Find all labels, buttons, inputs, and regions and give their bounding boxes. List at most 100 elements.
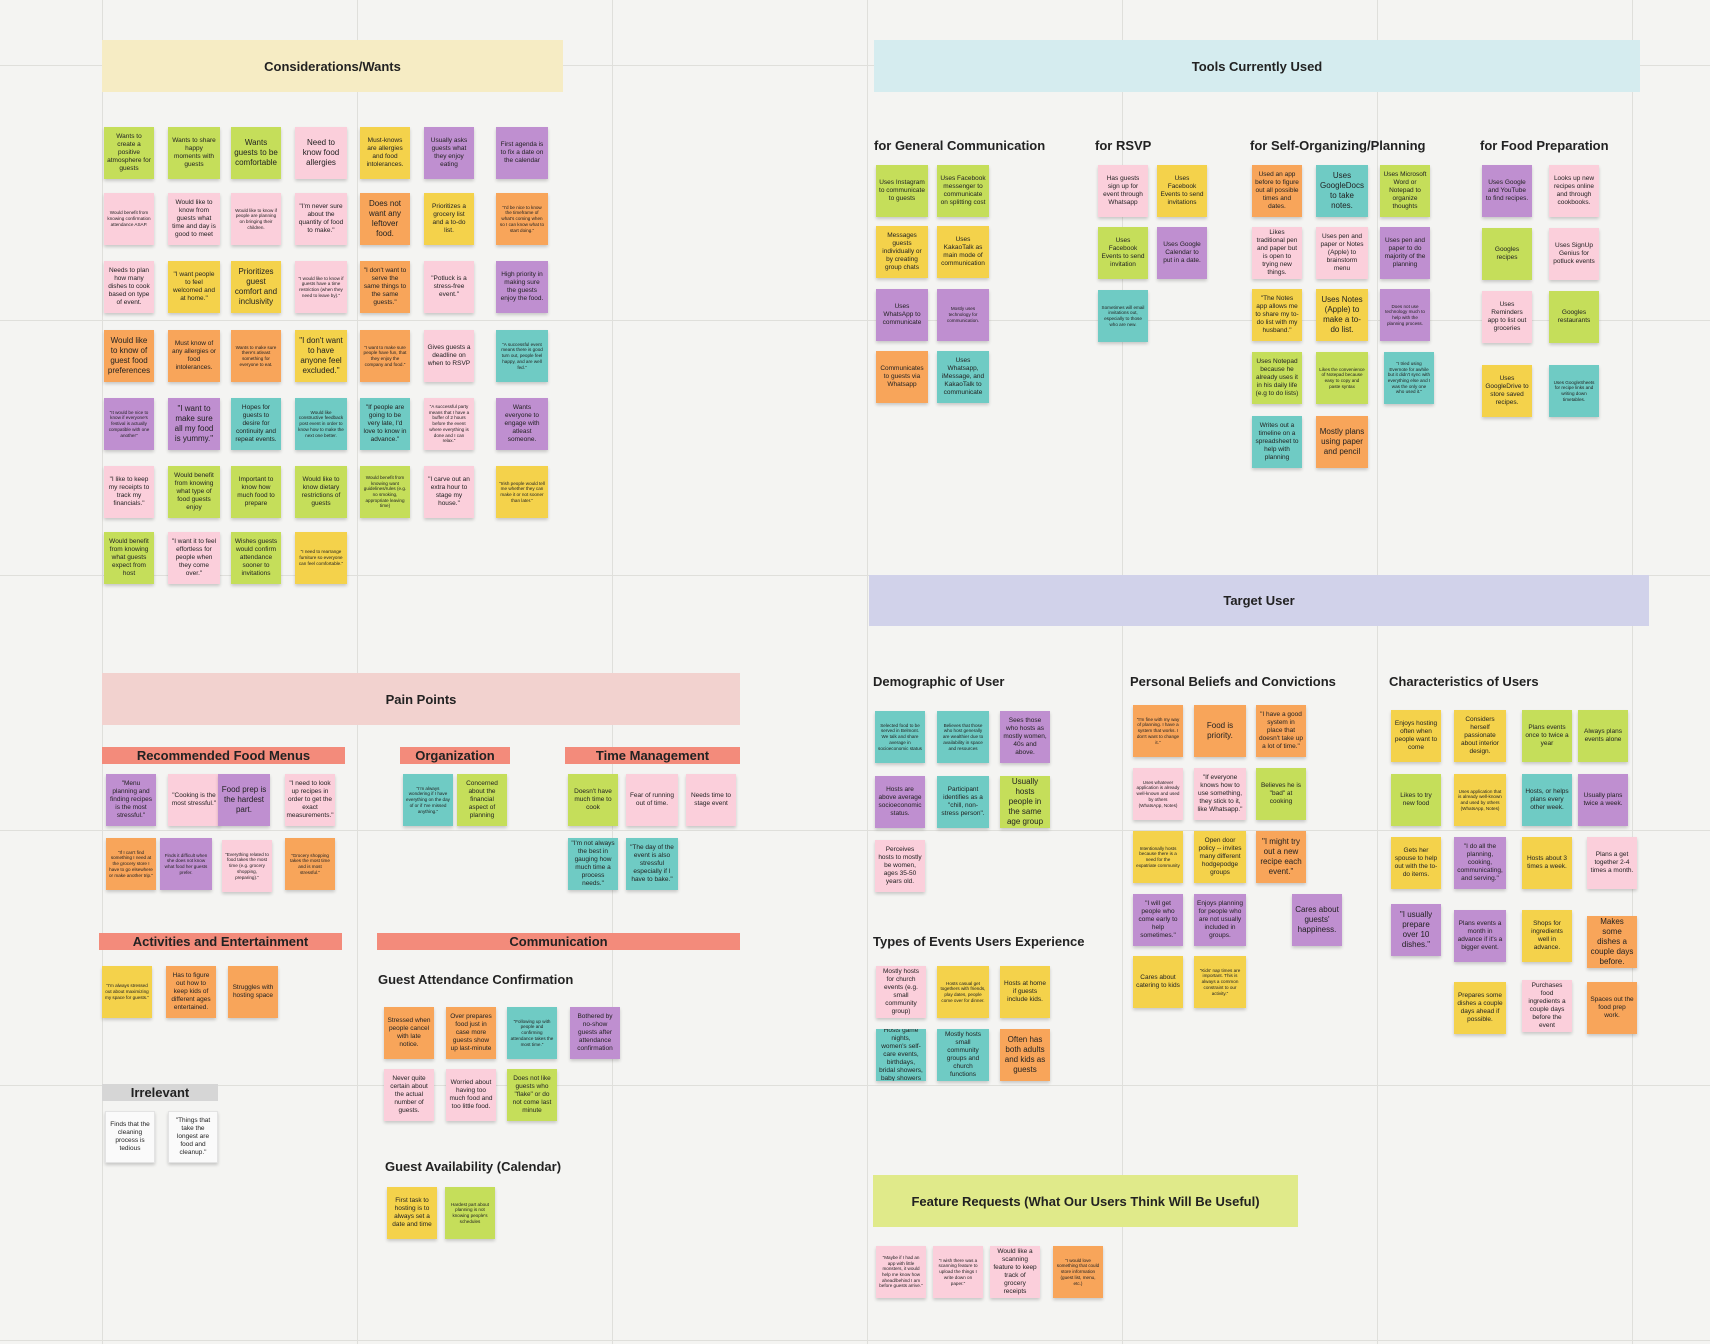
- sticky-note[interactable]: Sometimes will email invitations out, es…: [1098, 290, 1148, 342]
- sticky-note[interactable]: Would benefit from knowing what guests e…: [104, 532, 154, 584]
- sticky-note[interactable]: Uses pen and paper or Notes (Apple) to b…: [1316, 227, 1368, 279]
- sticky-note[interactable]: Finds it difficult when she does not kno…: [160, 838, 212, 890]
- sticky-note[interactable]: "I want people to feel welcomed and at h…: [168, 261, 220, 313]
- sticky-note[interactable]: "I wish there was a scanning feature to …: [933, 1246, 983, 1298]
- sticky-note[interactable]: Uses GoogleSheets for recipe links and w…: [1549, 365, 1599, 417]
- sticky-note[interactable]: Uses SignUp Genius for potluck events: [1549, 228, 1599, 280]
- sticky-note[interactable]: Makes some dishes a couple days before.: [1587, 916, 1637, 968]
- sticky-note[interactable]: "I'm always wondering if I have everythi…: [403, 774, 453, 826]
- sticky-note[interactable]: Uses GoogleDocs to take notes.: [1316, 165, 1368, 217]
- sticky-note[interactable]: Likes the convenience of Notepad because…: [1316, 352, 1368, 404]
- sticky-note[interactable]: Stressed when people cancel with late no…: [384, 1007, 434, 1059]
- sticky-note[interactable]: Does not use technology much to help wit…: [1380, 289, 1430, 341]
- sticky-note[interactable]: Wants to create a positive atmosphere fo…: [104, 127, 154, 179]
- sticky-note[interactable]: Hosts about 3 times a week.: [1522, 837, 1572, 889]
- sticky-note[interactable]: Usually hosts people in the same age gro…: [1000, 776, 1050, 828]
- sticky-note[interactable]: "Things that take the longest are food a…: [168, 1111, 218, 1163]
- sticky-note[interactable]: Uses Facebook Events to send invitation: [1098, 227, 1148, 279]
- sticky-note[interactable]: Likes to try new food: [1391, 774, 1441, 826]
- sticky-note[interactable]: Would like a scanning feature to keep tr…: [990, 1246, 1040, 1298]
- sticky-note[interactable]: Does not want any leftover food.: [360, 193, 410, 245]
- sticky-note[interactable]: Plans events a month in advance if it's …: [1454, 910, 1506, 962]
- sticky-note[interactable]: Would benefit from knowing what type of …: [168, 466, 220, 518]
- sticky-note[interactable]: Fear of running out of time.: [626, 774, 678, 826]
- sticky-note[interactable]: Uses whatever application is already wel…: [1133, 768, 1183, 820]
- sticky-note[interactable]: Cares about guests' happiness.: [1292, 894, 1342, 946]
- sticky-note[interactable]: Prioritizes a grocery list and a to-do l…: [424, 193, 474, 245]
- sticky-note[interactable]: Gets her spouse to help out with the to-…: [1391, 837, 1441, 889]
- sticky-note[interactable]: Prioritizes guest comfort and inclusivit…: [231, 261, 281, 313]
- sticky-note[interactable]: Uses KakaoTalk as main mode of communica…: [937, 226, 989, 278]
- sticky-note[interactable]: "If people are going to be very late, I'…: [360, 398, 410, 450]
- sticky-note[interactable]: "Everything related to food takes the mo…: [222, 840, 272, 892]
- sticky-note[interactable]: Likes traditional pen and paper but is o…: [1252, 227, 1302, 279]
- sticky-note[interactable]: Mostly hosts for church events (e.g. sma…: [876, 966, 926, 1018]
- sticky-note[interactable]: Wishes guests would confirm attendance s…: [231, 532, 281, 584]
- sticky-note[interactable]: Would like to know from guests what time…: [168, 193, 220, 245]
- sticky-note[interactable]: Always plans events alone: [1578, 710, 1628, 762]
- sticky-note[interactable]: Hosts casual get togethers with friends,…: [937, 966, 989, 1018]
- sticky-note[interactable]: Doesn't have much time to cook: [568, 774, 618, 826]
- sticky-note[interactable]: Gives guests a deadline on when to RSVP: [424, 330, 474, 382]
- sticky-note[interactable]: Worried about having too much food and t…: [446, 1069, 496, 1121]
- sticky-note[interactable]: "Following up with people and confirming…: [507, 1007, 557, 1059]
- sticky-note[interactable]: Enjoys planning for people who are not u…: [1194, 894, 1246, 946]
- sticky-note[interactable]: "I usually prepare over 10 dishes.": [1391, 904, 1441, 956]
- sticky-note[interactable]: Food prep is the hardest part.: [218, 774, 270, 826]
- sticky-note[interactable]: Uses GoogleDrive to store saved recipes.: [1482, 365, 1532, 417]
- sticky-note[interactable]: Hosts, or helps plans every other week.: [1522, 774, 1572, 826]
- sticky-note[interactable]: Believes that those who host generally a…: [937, 711, 989, 763]
- sticky-note[interactable]: Over prepares food just in case more gue…: [446, 1007, 496, 1059]
- sticky-note[interactable]: Writes out a timeline on a spreadsheet t…: [1252, 416, 1302, 468]
- sticky-note[interactable]: "I need to rearrange furniture so everyo…: [295, 532, 347, 584]
- sticky-note[interactable]: Often has both adults and kids as guests: [1000, 1029, 1050, 1081]
- sticky-note[interactable]: Need to know food allergies: [295, 127, 347, 179]
- sticky-note[interactable]: Intentionally hosts because there is a n…: [1133, 831, 1183, 883]
- sticky-note[interactable]: Wants everyone to engage with atleast so…: [496, 398, 548, 450]
- sticky-note[interactable]: Finds that the cleaning process is tedio…: [105, 1111, 155, 1163]
- sticky-note[interactable]: Hosts game nights, women's self-care eve…: [876, 1029, 926, 1081]
- sticky-note[interactable]: Bothered by no-show guests after attenda…: [570, 1007, 620, 1059]
- sticky-note[interactable]: "I'd be nice to know the timeframe of wh…: [496, 193, 548, 245]
- sticky-note[interactable]: "I need to look up recipes in order to g…: [285, 774, 335, 826]
- sticky-note[interactable]: Mostly plans using paper and pencil: [1316, 416, 1368, 468]
- sticky-note[interactable]: "Cooking is the most stressful.": [168, 774, 220, 826]
- sticky-note[interactable]: Communicates to guests via Whatsapp: [876, 351, 928, 403]
- sticky-note[interactable]: Participant identifies as a "chill, non-…: [937, 776, 989, 828]
- sticky-note[interactable]: Sees those who hosts as mostly women, 40…: [1000, 711, 1050, 763]
- sticky-note[interactable]: Shops for ingredients well in advance.: [1522, 910, 1572, 962]
- sticky-note[interactable]: "Potluck is a stress-free event.": [424, 261, 474, 313]
- sticky-note[interactable]: Would benefit from knowing want guidelin…: [360, 466, 410, 518]
- sticky-note[interactable]: Must know of any allergies or food intol…: [168, 330, 220, 382]
- sticky-note[interactable]: Googles recipes: [1482, 228, 1532, 280]
- sticky-note[interactable]: "It would be nice to know if everyone's …: [104, 398, 154, 450]
- sticky-note[interactable]: "I'm fine with my way of planning. I hav…: [1133, 705, 1183, 757]
- sticky-note[interactable]: "I might try out a new recipe each event…: [1256, 831, 1306, 883]
- sticky-note[interactable]: "A successful party means that I have a …: [424, 398, 474, 450]
- sticky-note[interactable]: Uses WhatsApp to communicate: [876, 289, 928, 341]
- sticky-note[interactable]: "Maybe if I had an app with little monst…: [876, 1246, 926, 1298]
- sticky-note[interactable]: Uses Notes (Apple) to make a to-do list.: [1316, 289, 1368, 341]
- sticky-note[interactable]: "I have a good system in place that does…: [1256, 705, 1306, 757]
- sticky-note[interactable]: Has to figure out how to keep kids of di…: [166, 966, 216, 1018]
- sticky-note[interactable]: Selected food to be served in Belmont. W…: [875, 711, 925, 763]
- sticky-note[interactable]: First agenda is to fix a date on the cal…: [496, 127, 548, 179]
- sticky-note[interactable]: "The day of the event is also stressful …: [626, 838, 678, 890]
- sticky-note[interactable]: "Grocery shopping takes the most time an…: [285, 838, 335, 890]
- sticky-note[interactable]: Plans a get together 2-4 times a month.: [1587, 837, 1637, 889]
- sticky-note[interactable]: Hosts are above average socioeconomic st…: [875, 776, 925, 828]
- sticky-note[interactable]: Would like to know dietary restrictions …: [295, 466, 347, 518]
- sticky-note[interactable]: Looks up new recipes online and through …: [1549, 165, 1599, 217]
- sticky-note[interactable]: "Kids' nap times are important. This is …: [1194, 956, 1246, 1008]
- sticky-note[interactable]: Uses Facebook Events to send invitations: [1157, 165, 1207, 217]
- sticky-note[interactable]: Mostly hosts small community groups and …: [937, 1029, 989, 1081]
- sticky-note[interactable]: Would like constructive feedback post ev…: [295, 398, 347, 450]
- sticky-note[interactable]: "I don't want to serve the same things t…: [360, 261, 410, 313]
- sticky-note[interactable]: Uses Whatsapp, iMessage, and KakaoTalk t…: [937, 351, 989, 403]
- sticky-note[interactable]: First task to hosting is to always set a…: [387, 1187, 437, 1239]
- sticky-note[interactable]: Googles restaurants: [1549, 291, 1599, 343]
- sticky-note[interactable]: Wants to share happy moments with guests: [168, 127, 220, 179]
- sticky-note[interactable]: Plans events once to twice a year: [1522, 710, 1572, 762]
- sticky-note[interactable]: Needs to plan how many dishes to cook ba…: [104, 261, 154, 313]
- sticky-note[interactable]: Concerned about the financial aspect of …: [457, 774, 507, 826]
